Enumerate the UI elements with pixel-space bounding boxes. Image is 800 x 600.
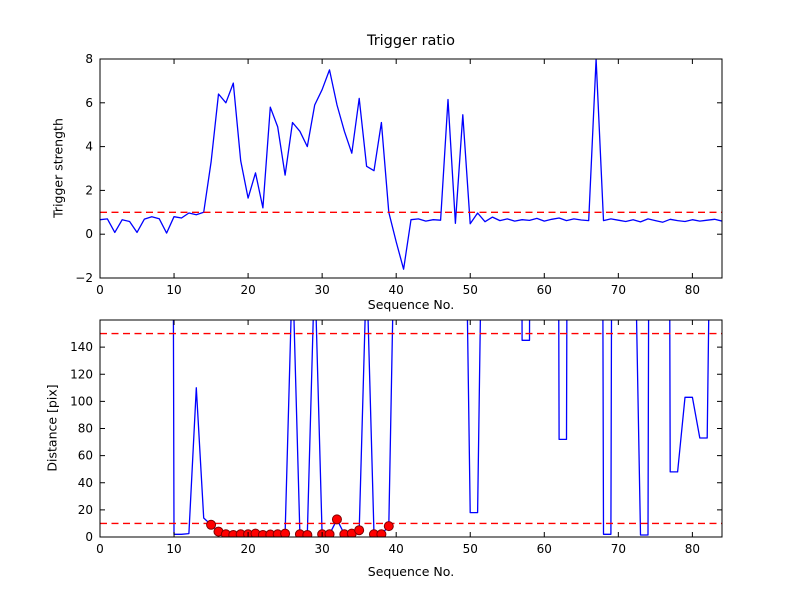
y-tick-label: 2: [85, 183, 93, 197]
y-tick-label: 0: [85, 530, 93, 544]
trigger-point-marker: [280, 528, 291, 537]
y-tick-label: 6: [85, 96, 93, 110]
x-tick-label: 20: [240, 542, 255, 556]
trigger-point-marker: [206, 519, 217, 530]
x-tick-label: 10: [166, 283, 181, 297]
plot-area-bottom: [100, 320, 722, 537]
bottom-plot-tick-labels: 0 10 20 30 40 50 60 70 80 0 20 40 60 80 100 120 140: [70, 340, 700, 556]
x-tick-label: 80: [685, 542, 700, 556]
x-tick-label: 40: [389, 283, 404, 297]
bottom-plot-ticks: [99, 320, 722, 538]
x-tick-label: 80: [685, 283, 700, 297]
bottom-plot-spines: [99, 319, 723, 538]
x-tick-label: 70: [611, 542, 626, 556]
x-tick-label: 60: [537, 542, 552, 556]
x-tick-label: 0: [96, 542, 104, 556]
x-tick-label: 40: [389, 542, 404, 556]
x-tick-label: 0: [96, 283, 104, 297]
x-tick-label: 20: [240, 283, 255, 297]
trigger-point-marker: [331, 514, 342, 525]
y-tick-label: 8: [85, 52, 93, 66]
trigger-point-marker: [376, 529, 387, 537]
x-tick-label: 50: [463, 542, 478, 556]
trigger-point-marker: [354, 525, 365, 536]
trigger-point-marker: [324, 529, 335, 537]
x-tick-label: 10: [166, 542, 181, 556]
y-tick-label: 4: [85, 140, 93, 154]
top-plot-ticks: [99, 58, 722, 279]
x-tick-label: 30: [315, 542, 330, 556]
x-tick-label: 70: [611, 283, 626, 297]
distance-line: [172, 320, 710, 536]
y-tick-label: 100: [70, 394, 93, 408]
y-tick-label: 60: [78, 449, 93, 463]
y-tick-label: −2: [75, 271, 93, 285]
y-tick-label: 80: [78, 422, 93, 436]
x-tick-label: 30: [315, 283, 330, 297]
plot-area-top: [100, 59, 722, 270]
trigger-point-marker: [383, 521, 394, 532]
y-tick-label: 140: [70, 340, 93, 354]
x-tick-label: 50: [463, 283, 478, 297]
y-tick-label: 0: [85, 227, 93, 241]
trigger-point-marker: [302, 529, 313, 537]
triggered-points: [206, 514, 394, 537]
y-tick-label: 40: [78, 476, 93, 490]
x-tick-label: 60: [537, 283, 552, 297]
y-tick-label: 120: [70, 367, 93, 381]
top-plot-spines: [99, 58, 723, 279]
y-tick-label: 20: [78, 503, 93, 517]
trigger-strength-line: [100, 59, 722, 270]
